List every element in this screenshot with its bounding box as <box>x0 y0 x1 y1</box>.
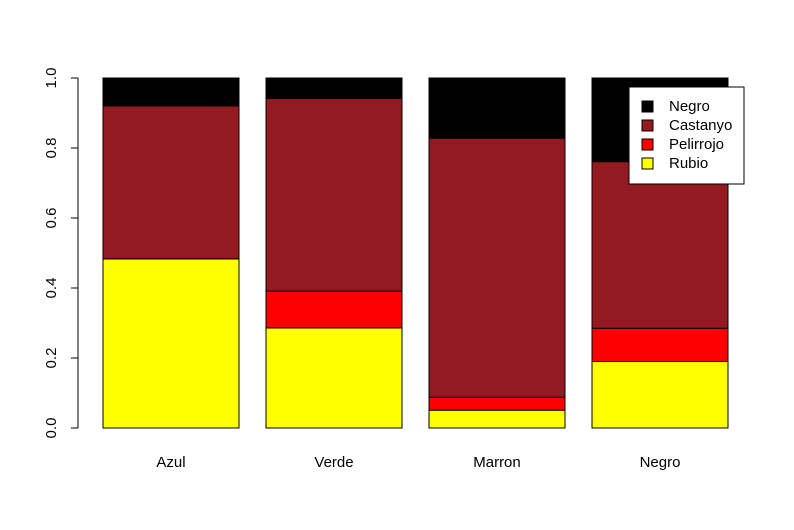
bar-segment-pelirrojo <box>428 396 566 411</box>
y-tick-label: 0.6 <box>43 208 60 229</box>
bar-segment-rubio <box>591 361 729 429</box>
bar-segment-castanyo <box>265 97 403 292</box>
bar-segment-rubio <box>428 409 566 429</box>
category-label: Negro <box>640 454 681 471</box>
y-tick-label: 0.8 <box>43 138 60 159</box>
bar-segment-negro <box>102 77 240 107</box>
bar-segment-castanyo <box>428 137 566 398</box>
bar-segment-castanyo <box>591 161 729 329</box>
bar-segment-negro <box>265 77 403 99</box>
y-axis: 0.0 0.2 0.4 0.6 0.8 1.0 <box>43 68 79 439</box>
category-label: Azul <box>156 454 185 471</box>
legend-swatch-rubio <box>641 157 654 170</box>
y-tick-label: 0.4 <box>43 278 60 299</box>
legend-label-rubio: Rubio <box>669 155 708 172</box>
legend-label-castanyo: Castanyo <box>669 117 732 134</box>
y-tick-label: 0.2 <box>43 348 60 369</box>
legend-swatch-negro <box>641 100 654 113</box>
category-label: Verde <box>314 454 353 471</box>
bars <box>102 77 729 429</box>
category-labels: Azul Verde Marron Negro <box>156 454 680 471</box>
legend-label-negro: Negro <box>669 98 710 115</box>
legend-swatch-pelirrojo <box>641 138 654 151</box>
bar-segment-rubio <box>102 258 240 429</box>
bar-segment-pelirrojo <box>591 327 729 362</box>
bar-segment-rubio <box>265 327 403 429</box>
category-label: Marron <box>473 454 521 471</box>
y-tick-label: 0.0 <box>43 418 60 439</box>
bar-segment-pelirrojo <box>265 290 403 329</box>
legend-label-pelirrojo: Pelirrojo <box>669 136 724 153</box>
legend-swatch-castanyo <box>641 119 654 132</box>
bar-stack-verde <box>265 77 403 429</box>
bar-stack-marron <box>428 77 566 429</box>
bar-segment-negro <box>428 77 566 139</box>
y-tick-label: 1.0 <box>43 68 60 89</box>
bar-segment-castanyo <box>102 105 240 260</box>
legend: Negro Castanyo Pelirrojo Rubio <box>628 86 745 185</box>
bar-stack-azul <box>102 77 240 429</box>
